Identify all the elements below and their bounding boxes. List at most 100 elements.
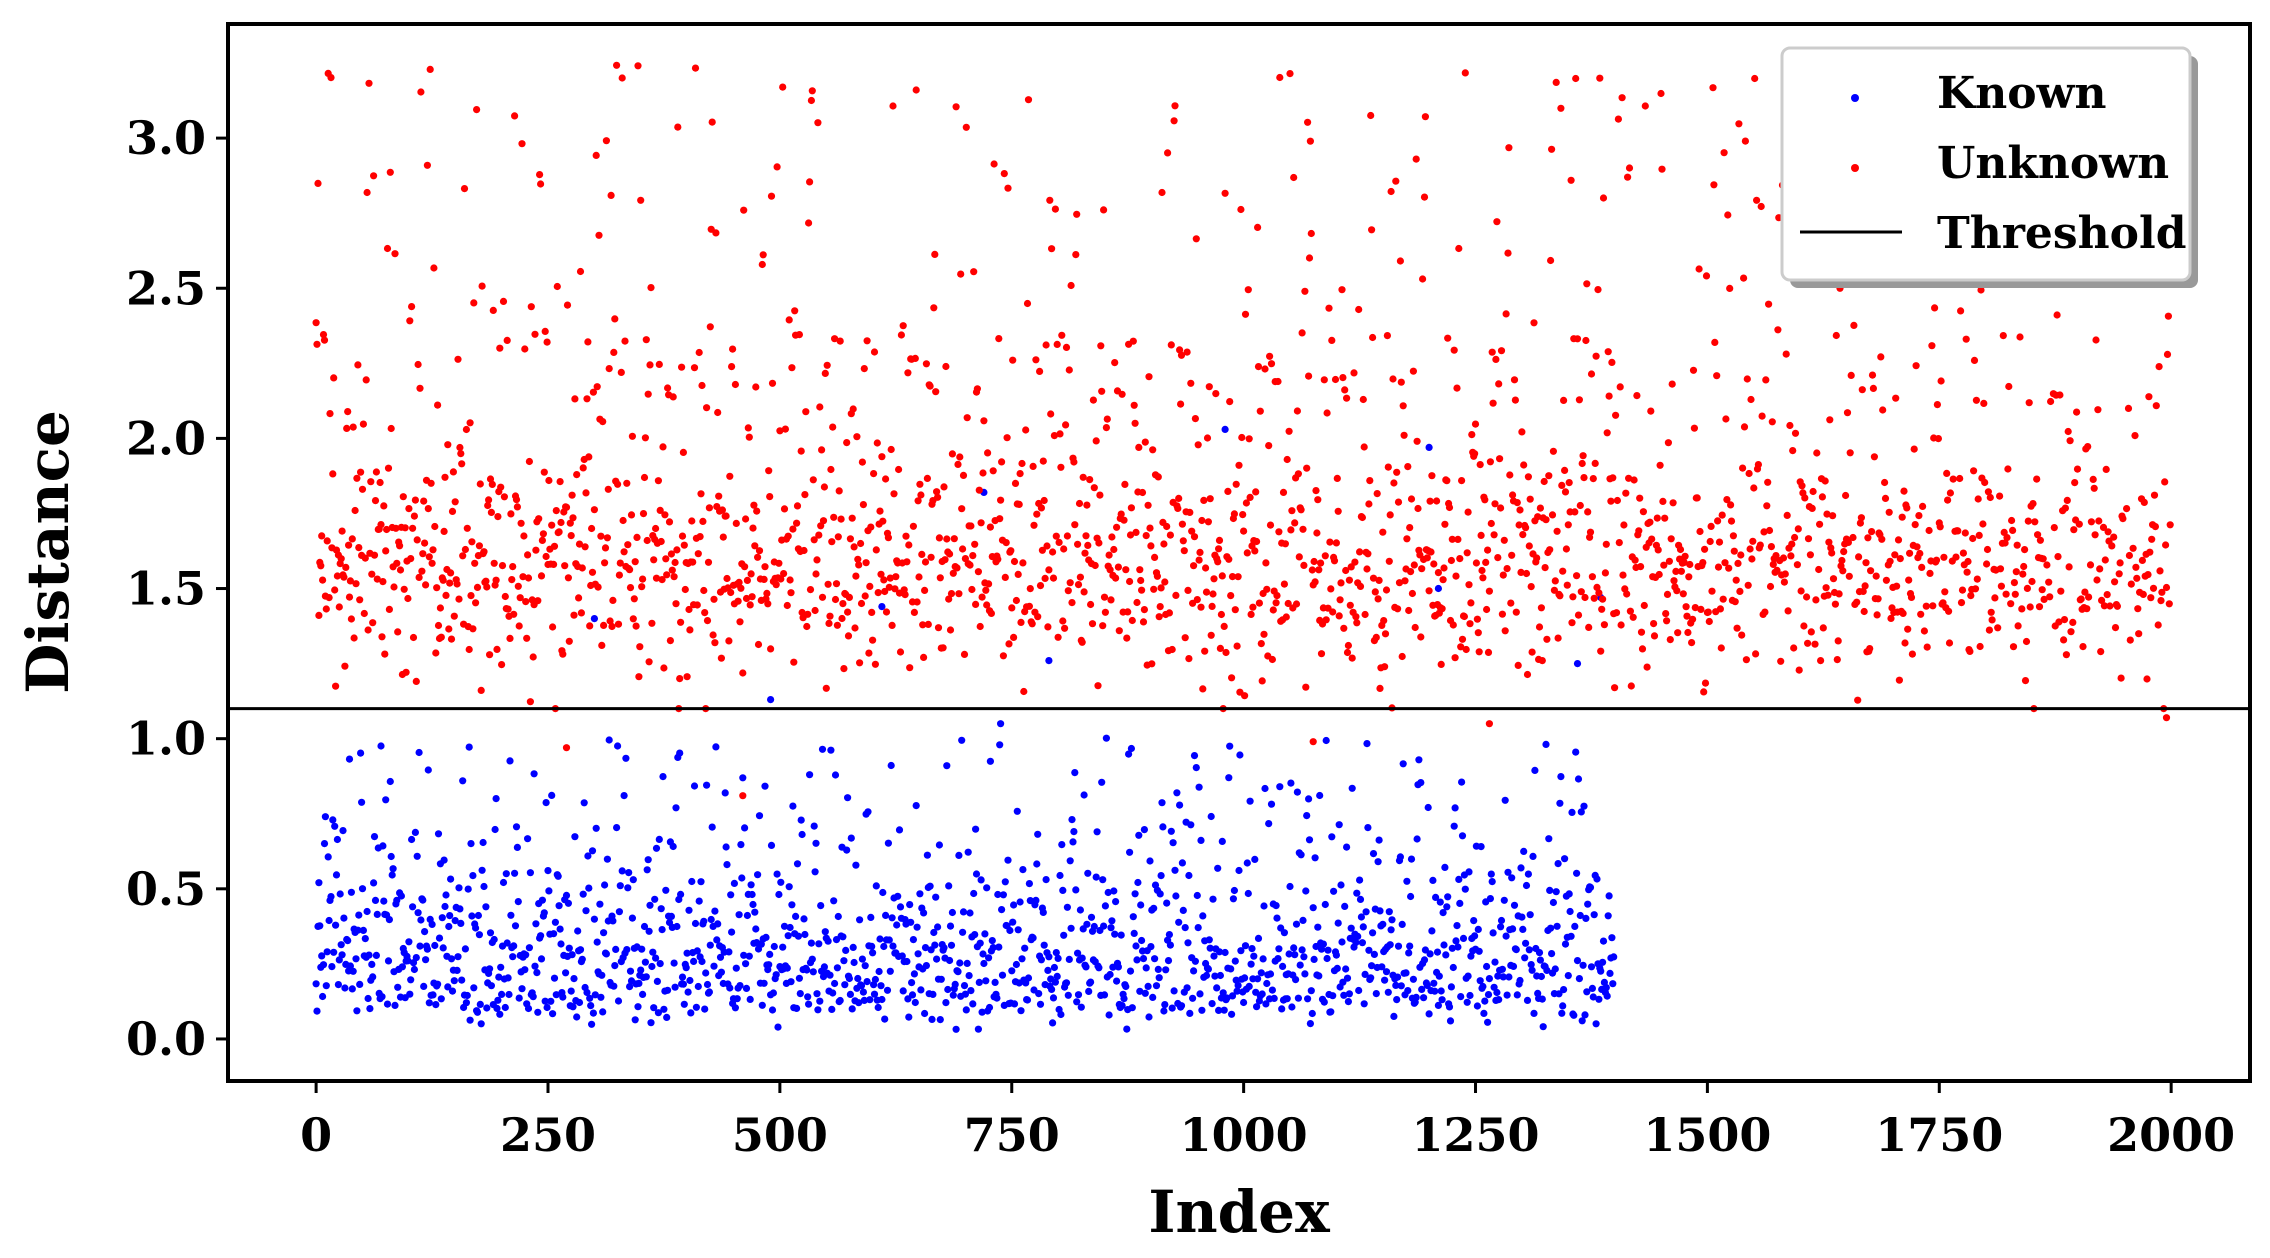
unknown-point	[1718, 511, 1726, 519]
unknown-point	[2106, 602, 2114, 610]
known-point	[646, 901, 654, 909]
known-point	[448, 987, 457, 995]
unknown-point	[899, 322, 907, 330]
unknown-point	[1222, 648, 1230, 657]
known-point	[1245, 982, 1253, 991]
known-point	[684, 988, 692, 996]
known-point	[473, 1008, 482, 1016]
unknown-point	[1192, 235, 1200, 243]
unknown-point	[1747, 395, 1755, 404]
known-point	[1407, 855, 1416, 863]
known-point	[879, 888, 887, 897]
known-point	[874, 1003, 882, 1012]
unknown-point	[1612, 411, 1620, 419]
known-point	[1179, 906, 1187, 915]
known-point	[1100, 922, 1108, 930]
unknown-point	[1557, 104, 1565, 112]
known-point	[1581, 1011, 1589, 1019]
unknown-point	[1599, 595, 1607, 603]
unknown-point	[2023, 584, 2031, 593]
known-point	[1293, 788, 1301, 796]
unknown-point	[1984, 488, 1992, 496]
known-point	[332, 871, 341, 879]
unknown-point	[949, 569, 957, 577]
unknown-point	[498, 562, 507, 570]
unknown-point	[1358, 513, 1366, 522]
unknown-point	[330, 374, 338, 382]
unknown-point	[1489, 399, 1497, 407]
known-point	[592, 824, 600, 832]
known-point	[598, 971, 606, 979]
unknown-point	[1267, 360, 1276, 368]
unknown-point	[2146, 548, 2154, 556]
known-point	[642, 973, 650, 981]
unknown-point	[623, 479, 631, 487]
known-point	[1166, 941, 1174, 949]
unknown-point	[1343, 648, 1352, 657]
known-point	[928, 1015, 936, 1024]
known-point	[783, 964, 791, 972]
unknown-point	[897, 331, 906, 339]
unknown-point	[1842, 491, 1850, 500]
known-point	[486, 965, 494, 973]
unknown-point	[1146, 524, 1154, 532]
known-point	[761, 782, 769, 790]
unknown-point	[1586, 528, 1595, 536]
unknown-point	[1523, 670, 1532, 679]
known-point	[574, 927, 582, 935]
unknown-point	[1945, 607, 1953, 615]
known-point	[796, 990, 804, 998]
unknown-point	[1522, 569, 1531, 578]
unknown-point	[514, 582, 522, 590]
known-point	[552, 991, 560, 999]
unknown-point	[683, 673, 691, 681]
unknown-point	[1303, 464, 1311, 472]
unknown-point	[1551, 577, 1559, 585]
known-point	[629, 876, 637, 884]
unknown-point	[1280, 580, 1288, 588]
known-point	[1297, 851, 1305, 859]
known-point	[445, 922, 453, 931]
unknown-point	[555, 528, 563, 536]
unknown-point	[468, 538, 476, 546]
unknown-point	[797, 447, 805, 455]
known-point	[787, 978, 795, 986]
unknown-point	[1617, 621, 1625, 629]
unknown-point	[1806, 551, 1814, 559]
known-point	[1077, 1003, 1085, 1011]
unknown-point	[705, 504, 714, 512]
known-point	[1162, 966, 1170, 974]
unknown-point	[1764, 478, 1772, 486]
known-point	[775, 890, 783, 899]
unknown-point	[354, 361, 362, 369]
unknown-point	[2097, 648, 2105, 656]
unknown-point	[668, 566, 676, 574]
known-point	[1501, 796, 1509, 804]
unknown-point	[412, 677, 420, 686]
unknown-point	[1320, 376, 1328, 384]
unknown-point	[1545, 472, 1553, 480]
known-point	[864, 808, 872, 816]
unknown-point	[685, 605, 693, 614]
unknown-point	[609, 596, 617, 605]
known-point	[820, 963, 829, 971]
unknown-point	[1054, 633, 1062, 641]
known-point	[501, 1003, 509, 1012]
unknown-point	[616, 559, 624, 567]
unknown-point	[694, 550, 702, 558]
known-point	[885, 936, 893, 944]
y-axis-label: Distance	[14, 410, 82, 694]
unknown-point	[640, 473, 649, 482]
known-point	[370, 879, 378, 887]
known-point	[1525, 946, 1533, 954]
unknown-point	[608, 622, 616, 631]
unknown-point	[1121, 480, 1129, 488]
known-point	[760, 979, 768, 987]
unknown-point	[473, 106, 481, 114]
known-point	[596, 900, 604, 908]
unknown-point	[1631, 556, 1639, 564]
unknown-point	[1558, 481, 1566, 489]
known-point	[997, 720, 1005, 728]
known-point	[425, 999, 433, 1007]
known-point	[882, 911, 890, 920]
